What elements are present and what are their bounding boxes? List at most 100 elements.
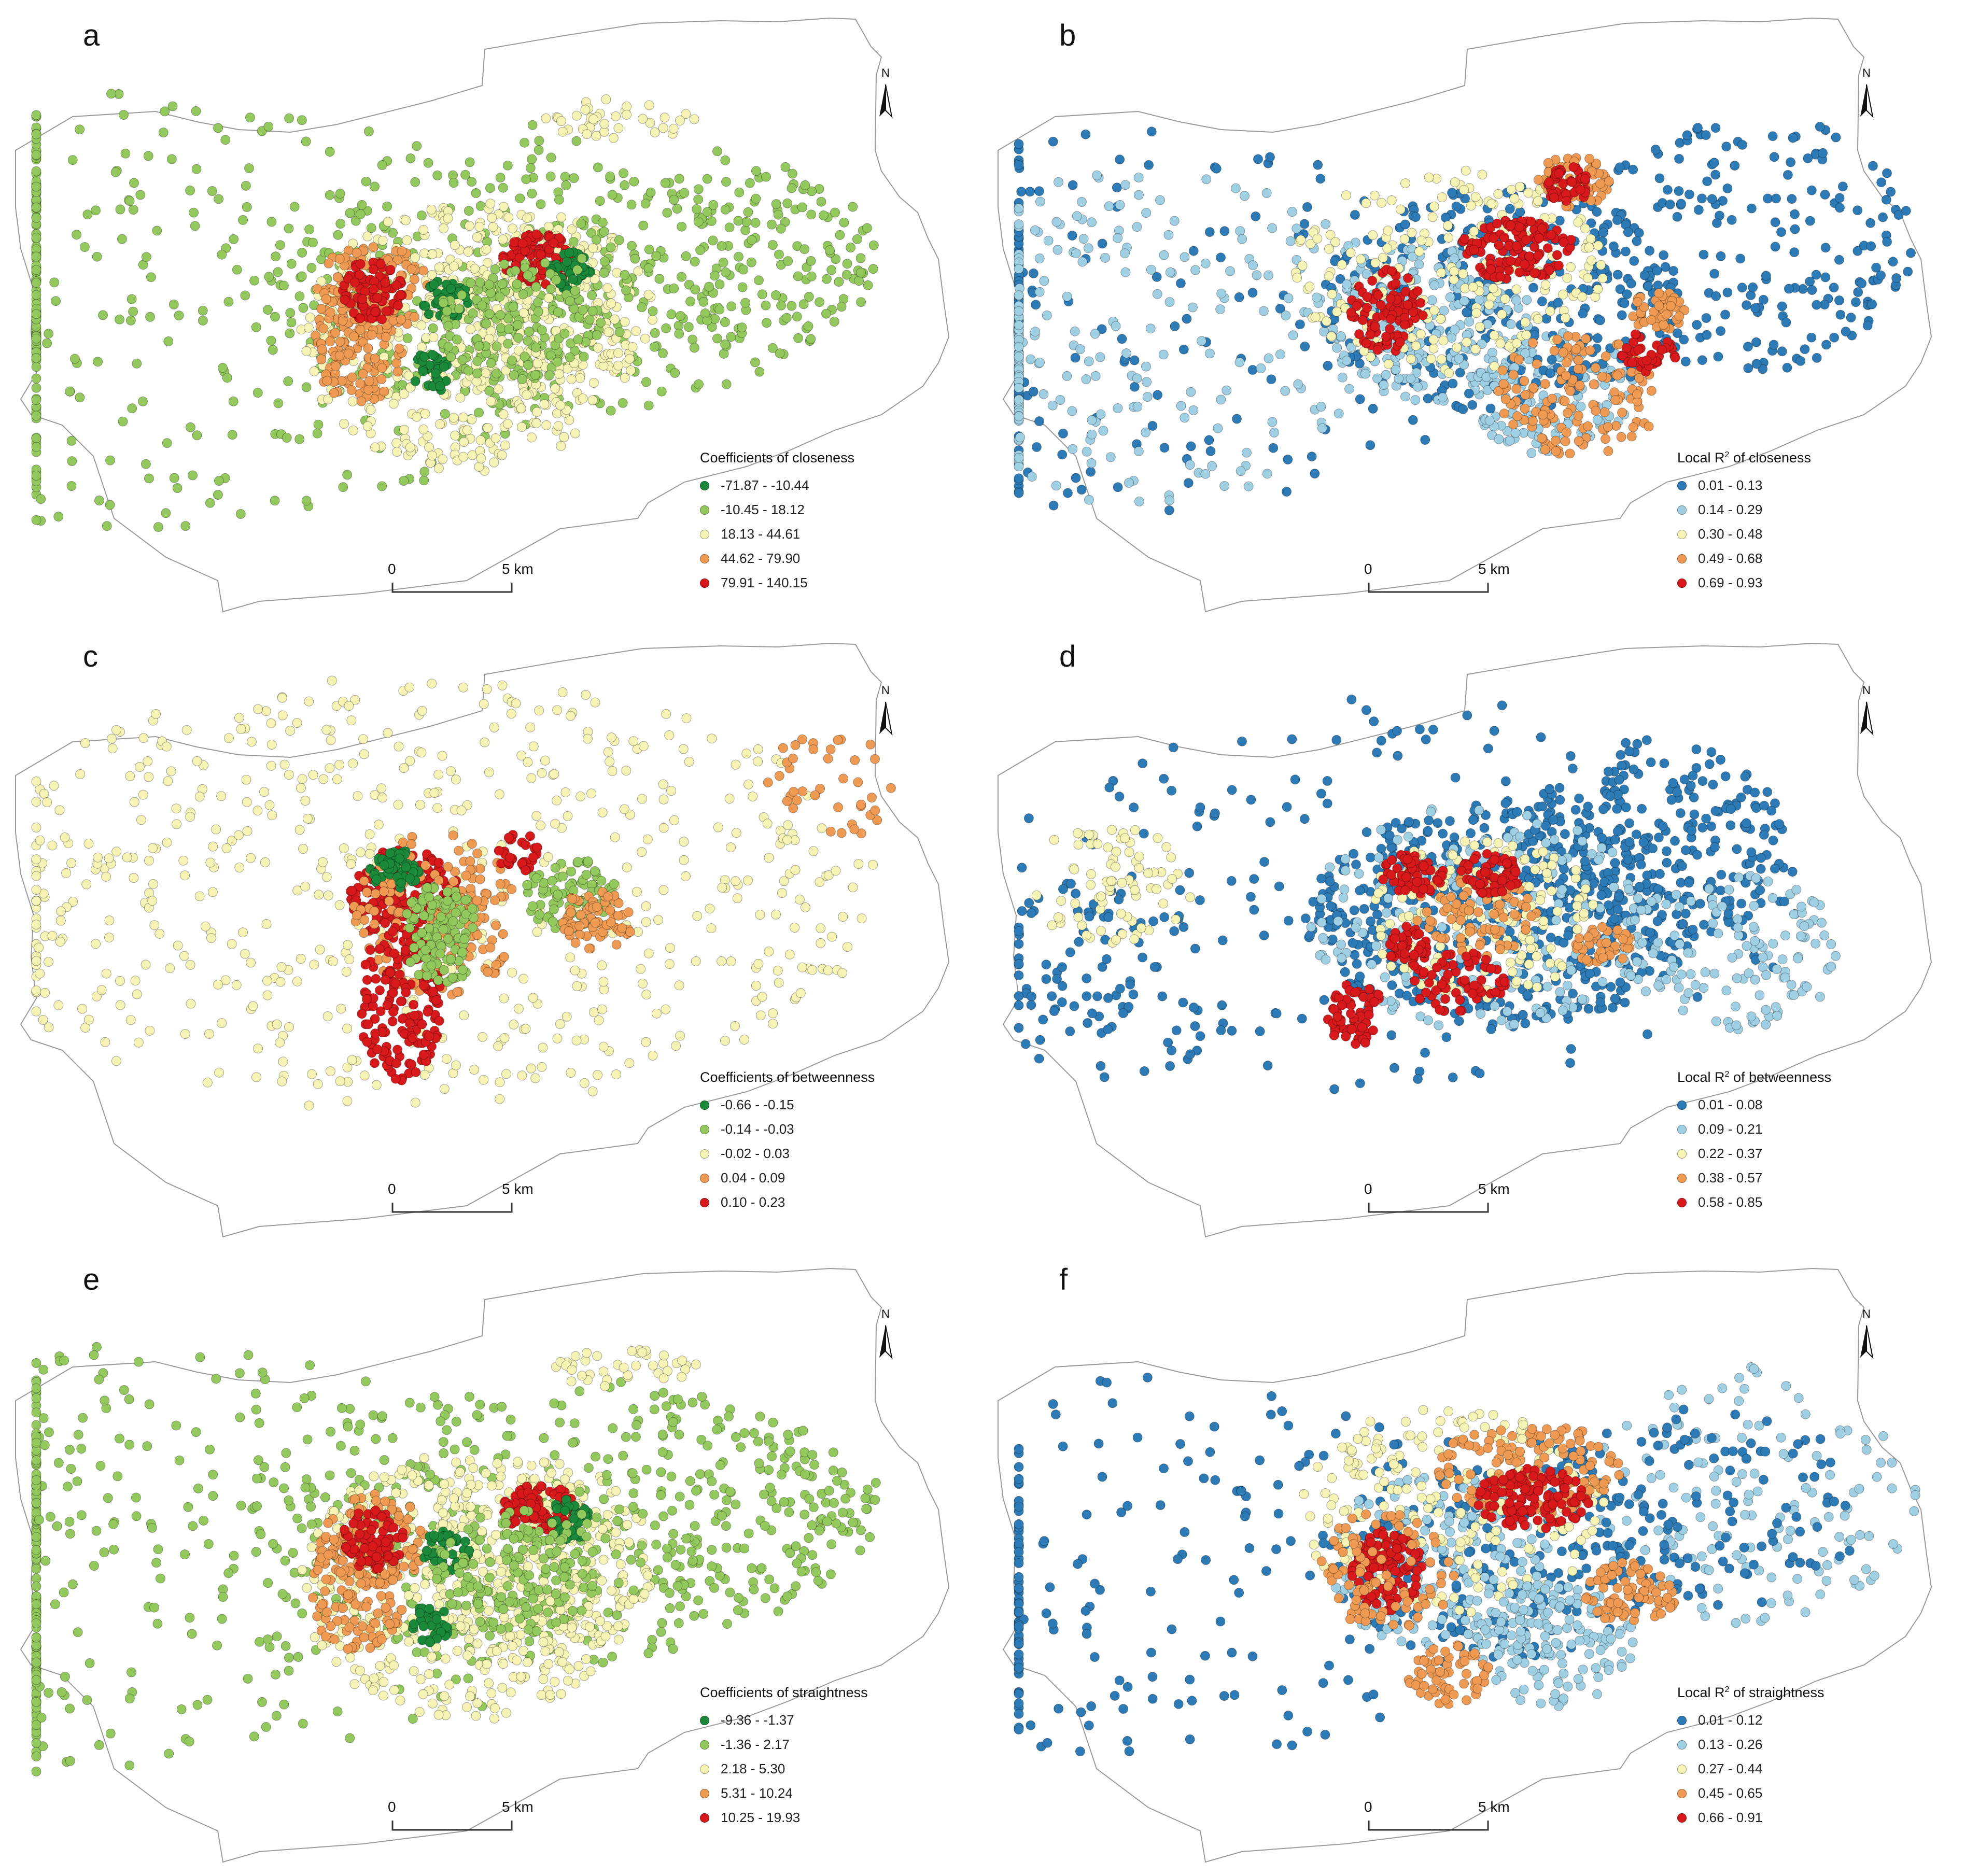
map-point (1520, 403, 1530, 414)
map-point (570, 965, 580, 976)
map-point (1622, 289, 1632, 300)
map-point (592, 330, 602, 340)
map-point (638, 978, 648, 989)
map-point (1526, 448, 1537, 458)
map-point (300, 796, 311, 806)
map-point (339, 843, 349, 853)
map-point (714, 304, 725, 315)
legend-item: 79.91 - 140.15 (700, 571, 854, 595)
map-point (721, 379, 732, 389)
map-point (596, 317, 606, 328)
map-point (1342, 279, 1352, 289)
map-point (1737, 139, 1747, 150)
map-point (1558, 347, 1568, 358)
map-point (1485, 403, 1496, 414)
map-point (1886, 187, 1896, 197)
map-point (1583, 273, 1593, 284)
map-point (410, 376, 420, 386)
map-point (31, 383, 41, 393)
map-point (751, 981, 761, 991)
map-point (1395, 337, 1405, 347)
scale-distance-label: 5 km (502, 561, 534, 577)
map-point (332, 774, 342, 784)
map-point (313, 419, 324, 430)
map-point (356, 396, 367, 406)
map-point (107, 734, 117, 744)
map-point (1709, 158, 1719, 168)
map-point (347, 396, 358, 406)
map-point (598, 1041, 609, 1052)
map-point (448, 178, 459, 188)
map-point (720, 1036, 730, 1046)
map-point (498, 234, 508, 245)
map-point (1158, 349, 1169, 360)
map-point (328, 956, 338, 967)
map-point (1901, 206, 1911, 216)
map-point (286, 317, 297, 328)
map-point (643, 290, 654, 300)
map-point (1500, 294, 1510, 304)
map-point (153, 522, 163, 532)
map-point (517, 1070, 527, 1081)
map-point (779, 876, 789, 886)
map-point (1408, 307, 1418, 317)
map-point (1672, 211, 1682, 222)
map-point (1693, 205, 1704, 215)
legend-item: 0.69 - 0.93 (1677, 571, 1811, 595)
map-point (1615, 284, 1625, 294)
map-point (1201, 174, 1212, 185)
map-point (1132, 401, 1143, 412)
map-point (1592, 207, 1602, 217)
map-point (559, 432, 569, 442)
legend-title-text: Local R (1677, 450, 1725, 466)
map-point (497, 680, 508, 690)
map-point (1603, 422, 1613, 432)
map-point (1152, 272, 1162, 282)
map-point (733, 216, 743, 226)
map-point (606, 298, 616, 308)
map-point (603, 746, 613, 757)
map-point (1028, 387, 1038, 397)
map-point (1574, 436, 1584, 446)
map-point (264, 272, 274, 282)
map-point (1616, 432, 1626, 442)
map-point (1818, 148, 1828, 158)
map-point (1415, 329, 1426, 339)
map-point (1067, 231, 1077, 241)
map-point (1188, 405, 1199, 415)
map-point (1051, 217, 1062, 227)
map-point (490, 264, 500, 274)
legend-swatch-1 (700, 481, 709, 490)
map-point (783, 820, 793, 830)
map-point (427, 249, 438, 259)
map-point (743, 207, 753, 217)
map-point (1497, 309, 1507, 319)
map-point (240, 949, 250, 959)
map-point (495, 1077, 505, 1088)
map-point (1641, 355, 1652, 365)
map-point (364, 829, 375, 839)
map-point (1716, 326, 1726, 336)
map-point (331, 361, 341, 372)
map-point (726, 956, 736, 967)
map-point (481, 244, 492, 255)
map-point (782, 198, 793, 208)
map-point (1520, 259, 1529, 270)
map-point (1159, 443, 1170, 453)
map-point (509, 237, 520, 247)
map-point (68, 897, 78, 907)
map-point (31, 362, 41, 372)
map-point (419, 475, 429, 486)
map-point (835, 230, 845, 240)
map-point (1790, 209, 1800, 219)
map-point (799, 244, 810, 255)
map-point (527, 432, 537, 443)
map-point (1720, 309, 1730, 320)
map-point (105, 455, 115, 466)
map-point (1882, 236, 1892, 247)
map-point (1062, 291, 1072, 302)
map-point (685, 297, 696, 307)
map-point (1558, 289, 1568, 300)
map-point (1467, 400, 1478, 410)
map-point (1414, 259, 1424, 270)
